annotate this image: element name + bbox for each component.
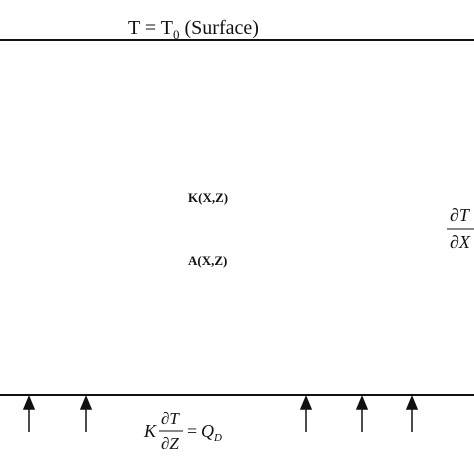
heat-flux-arrow — [299, 395, 313, 432]
heat-flux-arrow — [79, 395, 93, 432]
bottom-bc-rhs: QD — [201, 421, 222, 444]
bottom-bc-numerator: ∂T — [161, 409, 180, 428]
surface-label-suffix: (Surface) — [180, 17, 259, 39]
basal-heat-flux-arrows — [22, 395, 419, 432]
heat-flux-arrow — [355, 395, 369, 432]
heat-production-label: A(X,Z) — [188, 253, 227, 268]
bottom-bc-rhs-main: Q — [201, 421, 214, 441]
heat-flux-arrow — [405, 395, 419, 432]
bottom-bc-denominator: ∂Z — [161, 434, 179, 453]
bottom-bc-coefficient: K — [143, 421, 157, 441]
surface-label-subscript: 0 — [173, 27, 180, 42]
heat-flux-arrow — [22, 395, 36, 432]
bottom-bc-equals: = — [187, 421, 197, 441]
surface-label-main: T = T — [128, 17, 173, 39]
side-bc-numerator: ∂T — [450, 205, 471, 225]
conductivity-label: K(X,Z) — [188, 190, 228, 205]
surface-temperature-label: T = T0 (Surface) — [128, 17, 259, 42]
side-bc-denominator: ∂X — [450, 232, 471, 252]
bottom-bc-rhs-subscript: D — [213, 432, 222, 444]
